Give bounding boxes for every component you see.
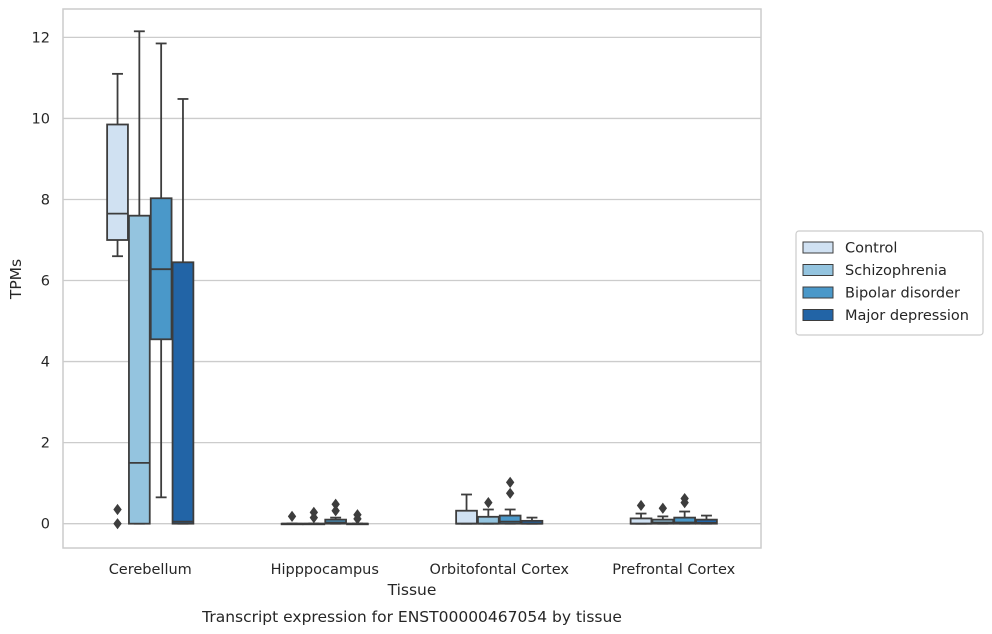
outlier-point bbox=[505, 487, 515, 499]
legend-box bbox=[795, 230, 984, 336]
outlier-point bbox=[484, 497, 493, 509]
outlier-point bbox=[353, 513, 362, 525]
box-0-1 bbox=[280, 510, 304, 526]
box-body bbox=[673, 516, 696, 525]
legend-swatch bbox=[802, 309, 834, 321]
legend: Control Schizophrenia Bipolar disorder Majo… bbox=[795, 230, 984, 336]
box-3-1 bbox=[346, 509, 369, 526]
box-body bbox=[171, 261, 195, 525]
y-axis-ticks: 0 2 4 6 8 10 12 bbox=[32, 30, 50, 532]
box-body bbox=[498, 514, 522, 525]
outlier-point bbox=[331, 505, 340, 517]
legend-swatch bbox=[802, 286, 834, 299]
box-2-3 bbox=[673, 492, 696, 525]
outlier-point bbox=[309, 512, 319, 524]
outlier-point bbox=[287, 510, 297, 522]
legend-swatch bbox=[802, 241, 834, 254]
y-tick-label: 2 bbox=[41, 436, 50, 452]
outlier-point bbox=[113, 518, 122, 530]
box-0-0 bbox=[106, 72, 129, 530]
box-0-3 bbox=[629, 499, 653, 525]
plot-boxes bbox=[106, 30, 718, 530]
y-tick-label: 8 bbox=[41, 192, 50, 208]
y-axis-label: TPMs bbox=[7, 259, 25, 300]
y-tick-label: 4 bbox=[41, 355, 50, 371]
x-tick-label: Cerebellum bbox=[109, 562, 192, 578]
x-tick-label: Orbitofontal Cortex bbox=[430, 562, 570, 578]
legend-swatch bbox=[802, 264, 834, 276]
box-0-2 bbox=[455, 493, 478, 525]
box-body bbox=[477, 515, 500, 525]
outlier-point bbox=[658, 502, 668, 514]
box-2-2 bbox=[498, 476, 522, 525]
legend-label: Major depression bbox=[845, 308, 969, 324]
x-axis-ticks: Cerebellum Hipppocampus Orbitofontal Corte… bbox=[109, 562, 736, 578]
x-tick-label: Hipppocampus bbox=[271, 562, 379, 578]
box-3-0 bbox=[171, 98, 195, 525]
y-tick-label: 0 bbox=[41, 517, 50, 533]
outlier-point bbox=[331, 498, 340, 510]
y-tick-label: 10 bbox=[32, 111, 50, 127]
outlier-point bbox=[113, 503, 122, 516]
y-tick-label: 6 bbox=[41, 274, 50, 290]
box-1-0 bbox=[128, 30, 151, 525]
box-3-2 bbox=[520, 516, 544, 525]
x-axis-label: Tissue bbox=[387, 581, 437, 599]
y-tick-label: 12 bbox=[32, 30, 50, 46]
legend-label: Schizophrenia bbox=[845, 263, 947, 279]
legend-label: Control bbox=[845, 241, 897, 257]
x-tick-label: Prefrontal Cortex bbox=[612, 562, 735, 578]
box-body bbox=[128, 214, 151, 525]
outlier-point bbox=[636, 499, 646, 512]
box-2-1 bbox=[324, 498, 347, 525]
box-body bbox=[106, 123, 129, 241]
outlier-point bbox=[505, 476, 515, 488]
legend-label: Bipolar disorder bbox=[845, 286, 960, 302]
box-2-0 bbox=[149, 42, 173, 499]
box-3-3 bbox=[695, 514, 718, 525]
box-1-2 bbox=[477, 497, 500, 525]
plot-frame bbox=[62, 8, 762, 549]
box-1-1 bbox=[302, 506, 326, 526]
chart-caption: Transcript expression for ENST0000046705… bbox=[201, 608, 622, 626]
box-1-3 bbox=[651, 502, 675, 525]
outlier-point bbox=[680, 497, 689, 509]
box-body bbox=[455, 509, 478, 525]
